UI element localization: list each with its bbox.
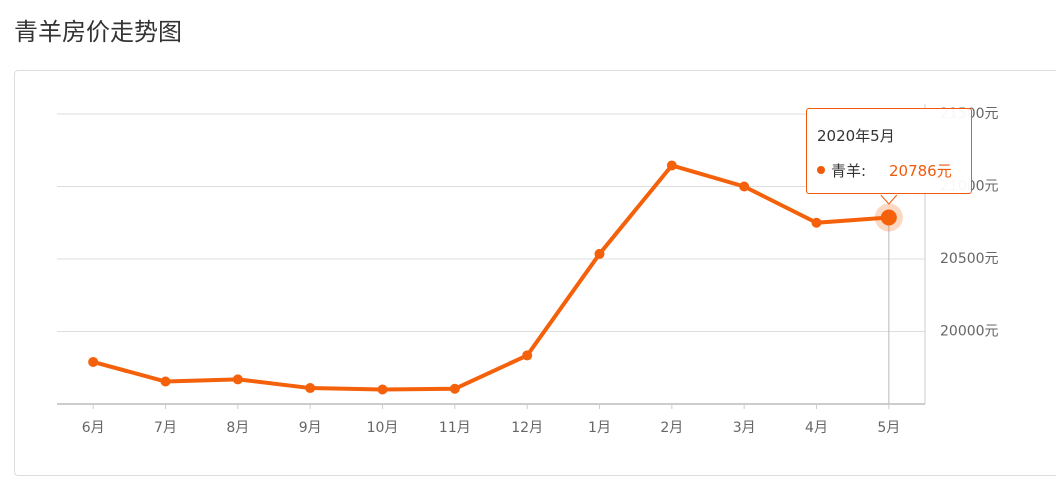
tooltip-pointer (880, 194, 898, 205)
tooltip: 2020年5月 青羊: 20786元 (806, 108, 972, 194)
point (880, 209, 897, 226)
point (449, 383, 460, 394)
tooltip-series: 青羊: (831, 162, 867, 180)
x-tick-label: 6月 (82, 420, 105, 436)
x-tick-label: 2月 (660, 420, 683, 436)
x-tick-label: 9月 (299, 420, 322, 436)
x-tick-label: 10月 (367, 420, 399, 436)
point (666, 160, 677, 171)
tooltip-title: 2020年5月 (817, 127, 895, 145)
y-tick-label: 20500元 (940, 251, 999, 267)
tooltip-marker (817, 166, 825, 174)
point (811, 217, 822, 228)
point (594, 248, 605, 259)
x-tick-label: 12月 (511, 420, 543, 436)
point (88, 356, 99, 367)
x-tick-label: 11月 (439, 420, 471, 436)
point (305, 383, 316, 394)
line (92, 163, 889, 392)
point (377, 384, 388, 395)
x-tick-label: 4月 (805, 420, 828, 436)
x-tick-label: 5月 (877, 420, 900, 436)
page-title: 青羊房价走势图 (14, 18, 182, 46)
point (739, 181, 750, 192)
x-tick-label: 1月 (588, 420, 611, 436)
y-tick-label: 20000元 (940, 324, 999, 340)
x-tick-label: 7月 (154, 420, 177, 436)
x-tick-label: 3月 (733, 420, 756, 436)
tooltip-value: 20786元 (889, 162, 952, 180)
point (522, 350, 533, 361)
point (160, 376, 171, 387)
point (232, 374, 243, 385)
chart-card (14, 70, 1056, 476)
x-tick-label: 8月 (226, 420, 249, 436)
